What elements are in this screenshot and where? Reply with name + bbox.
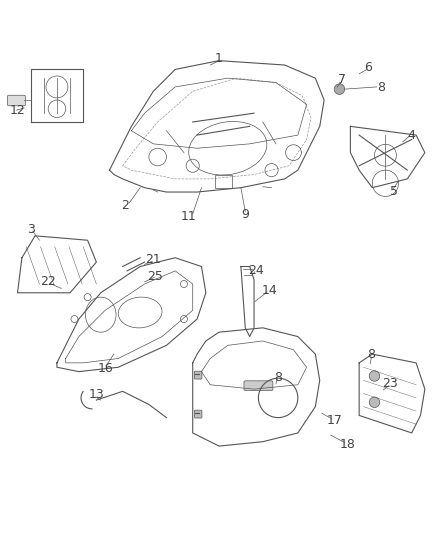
Text: 6: 6 [364,61,372,74]
Circle shape [369,371,380,381]
Text: 8: 8 [367,349,375,361]
Text: 5: 5 [390,184,398,198]
Text: 18: 18 [339,438,355,451]
Text: 23: 23 [382,377,398,390]
Text: 12: 12 [10,103,25,117]
Text: 11: 11 [180,209,196,223]
Text: 25: 25 [148,270,163,282]
Bar [215,174,232,188]
FancyBboxPatch shape [194,371,202,379]
Text: 13: 13 [88,389,104,401]
Text: 21: 21 [145,253,161,266]
Text: 1: 1 [215,52,223,65]
Text: 3: 3 [27,223,35,236]
Text: 2: 2 [121,199,129,212]
Text: 8: 8 [377,82,385,94]
Text: 24: 24 [248,264,264,277]
Text: 4: 4 [408,128,416,142]
Circle shape [369,397,380,408]
Text: 9: 9 [241,208,249,221]
Text: 17: 17 [327,414,343,427]
Text: 14: 14 [261,284,277,297]
Text: 7: 7 [338,74,346,86]
FancyBboxPatch shape [194,410,202,418]
Text: 8: 8 [274,371,282,384]
Circle shape [334,84,345,94]
FancyBboxPatch shape [7,95,25,106]
Text: 22: 22 [40,276,56,288]
Text: 16: 16 [97,362,113,375]
FancyBboxPatch shape [244,381,273,391]
